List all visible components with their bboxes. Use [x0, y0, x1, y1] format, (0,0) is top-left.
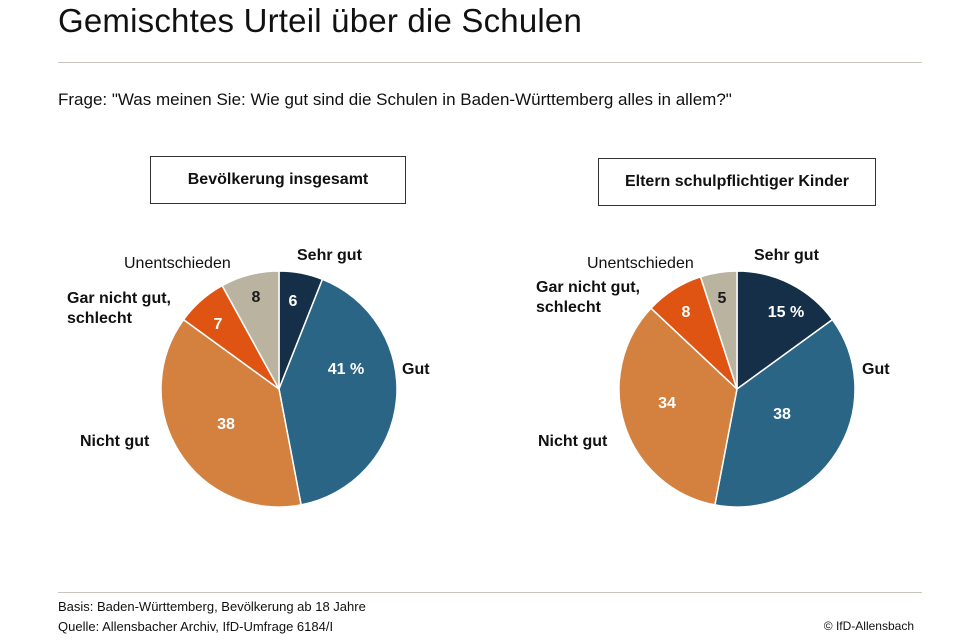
pie-category-label-population-nicht-gut: Nicht gut [80, 433, 150, 450]
pie-value-label-population-nicht-gut: 38 [217, 416, 235, 433]
pie-value-label-population-gar-nicht-gut-schlecht: 7 [214, 316, 223, 333]
survey-question: Frage: "Was meinen Sie: Wie gut sind die… [58, 90, 732, 109]
pie-value-label-population-sehr-gut: 6 [289, 293, 298, 310]
footer-credit: © IfD-Allensbach [823, 619, 914, 633]
panel-title-population-text: Bevölkerung insgesamt [187, 171, 369, 188]
panel-title-parents-text: Eltern schulpflichtiger Kinder [624, 173, 850, 190]
pie-slice-parents-sehr-gut [736, 270, 834, 390]
panel-title-parents: Eltern schulpflichtiger Kinder [598, 158, 876, 206]
pie-slice-population-nicht-gut [160, 318, 302, 508]
pie-category-label-population-gar-nicht-gut-schlecht: schlecht [67, 310, 133, 327]
title-divider [58, 62, 922, 63]
pie-slice-population-gut [278, 278, 398, 506]
pie-category-label-population-gar-nicht-gut-schlecht: Gar nicht gut, [67, 290, 171, 307]
pie-category-label-population-gut: Gut [402, 361, 430, 378]
footer-basis: Basis: Baden-Württemberg, Bevölkerung ab… [58, 599, 366, 614]
page-title: Gemischtes Urteil über die Schulen [58, 2, 583, 39]
pie-slice-population-unentschieden [221, 270, 280, 390]
pie-value-label-population-unentschieden: 8 [252, 289, 261, 306]
pie-category-label-parents-gar-nicht-gut-schlecht: Gar nicht gut, [536, 279, 640, 296]
pie-value-label-parents-unentschieden: 5 [718, 290, 727, 307]
footer-source: Quelle: Allensbacher Archiv, IfD-Umfrage… [58, 619, 334, 634]
pie-value-label-population-gut: 41 % [328, 361, 364, 378]
pie-value-label-parents-gar-nicht-gut-schlecht: 8 [682, 304, 691, 321]
pie-slice-parents-unentschieden [699, 270, 738, 390]
pie-category-label-population-unentschieden: Unentschieden [124, 255, 231, 272]
pie-category-label-parents-unentschieden: Unentschieden [587, 255, 694, 272]
pie-value-label-parents-gut: 38 [773, 406, 791, 423]
pie-category-label-population-sehr-gut: Sehr gut [297, 247, 363, 264]
pie-slice-parents-nicht-gut [618, 307, 738, 506]
footer-divider [58, 592, 922, 593]
panel-title-population: Bevölkerung insgesamt [150, 156, 406, 204]
pie-value-label-parents-nicht-gut: 34 [658, 395, 676, 412]
pie-category-label-parents-gut: Gut [862, 361, 890, 378]
pie-slice-parents-gut [714, 318, 856, 508]
pie-category-label-parents-nicht-gut: Nicht gut [538, 433, 608, 450]
pie-category-label-parents-sehr-gut: Sehr gut [754, 247, 820, 264]
pie-category-label-parents-gar-nicht-gut-schlecht: schlecht [536, 299, 602, 316]
pie-value-label-parents-sehr-gut: 15 % [768, 304, 804, 321]
